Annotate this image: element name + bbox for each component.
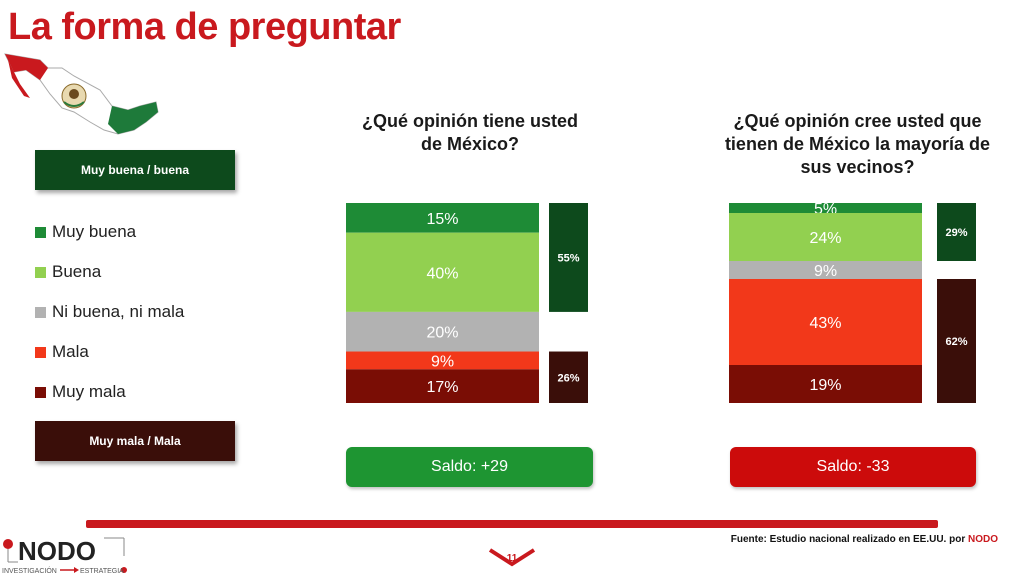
chart-title-neighbors: ¿Qué opinión cree usted que tienen de Mé… bbox=[724, 111, 991, 177]
legend-label: Muy buena bbox=[52, 222, 137, 241]
bar-segment-muy-mala bbox=[346, 369, 539, 403]
legend-label: Buena bbox=[52, 262, 102, 281]
legend-label: Ni buena, ni mala bbox=[52, 302, 185, 321]
legend-label: Mala bbox=[52, 342, 89, 361]
legend-swatch bbox=[35, 386, 46, 398]
positive-total-bar bbox=[937, 203, 976, 261]
positive-total-label: 29% bbox=[945, 227, 967, 239]
negative-total-label: 26% bbox=[557, 372, 579, 384]
saldo-self-badge: Saldo: +29 bbox=[346, 447, 593, 487]
legend-swatch bbox=[35, 226, 46, 238]
bar-data-label: 40% bbox=[426, 265, 458, 282]
positive-summary-box: Muy buena / buena bbox=[35, 150, 235, 190]
negative-total-label: 62% bbox=[945, 336, 967, 348]
negative-total-bar bbox=[549, 351, 588, 403]
page-title: La forma de preguntar bbox=[8, 6, 401, 48]
stacked-bar-charts: 15%40%20%9%17%55%26%5%24%9%43%19%29%62% bbox=[346, 201, 976, 403]
bar-data-label: 19% bbox=[809, 377, 841, 394]
footer-divider bbox=[86, 520, 938, 528]
legend-label: Muy mala bbox=[52, 382, 126, 401]
logo-name: NODO bbox=[18, 536, 96, 566]
bar-segment-ni-buena-ni-mala bbox=[729, 261, 922, 279]
bar-segment-muy-buena bbox=[346, 203, 539, 233]
bar-segment-muy-buena bbox=[729, 203, 922, 213]
legend-swatch bbox=[35, 266, 46, 278]
bar-segment-buena bbox=[729, 213, 922, 261]
positive-total-label: 55% bbox=[557, 252, 579, 264]
legend: Muy buena Buena Ni buena, ni mala Mala M… bbox=[35, 212, 184, 412]
saldo-neighbors-badge: Saldo: -33 bbox=[730, 447, 976, 487]
bar-segment-mala bbox=[346, 351, 539, 370]
legend-swatch bbox=[35, 346, 46, 358]
negative-total-bar bbox=[937, 279, 976, 403]
bar-segment-ni-buena-ni-mala bbox=[346, 311, 539, 352]
source-brand: NODO bbox=[968, 534, 998, 545]
page-number: 11 bbox=[488, 546, 536, 572]
page-number-label: 11 bbox=[506, 553, 518, 564]
chart-title-self: ¿Qué opinión tiene usted de México? bbox=[362, 111, 578, 154]
legend-item: Ni buena, ni mala bbox=[35, 292, 184, 332]
bar-segment-muy-mala bbox=[729, 365, 922, 403]
nodo-logo: NODO INVESTIGACIÓN ESTRATEGIA bbox=[0, 528, 130, 576]
logo-left-word: INVESTIGACIÓN bbox=[2, 566, 57, 575]
legend-item: Buena bbox=[35, 252, 184, 292]
legend-item: Mala bbox=[35, 332, 184, 372]
mexico-map-icon bbox=[4, 53, 159, 135]
nodo-logo-icon: NODO INVESTIGACIÓN ESTRATEGIA bbox=[2, 536, 127, 575]
bar-data-label: 24% bbox=[809, 230, 841, 247]
chevron-down-icon bbox=[488, 548, 536, 567]
bar-data-label: 9% bbox=[814, 263, 837, 280]
legend-item: Muy buena bbox=[35, 212, 184, 252]
bar-segment-buena bbox=[346, 232, 539, 312]
bar-segment-mala bbox=[729, 279, 922, 365]
legend-item: Muy mala bbox=[35, 372, 184, 412]
bar-data-label: 43% bbox=[809, 315, 841, 332]
positive-total-bar bbox=[549, 203, 588, 312]
legend-swatch bbox=[35, 306, 46, 318]
source-note: Fuente: Estudio nacional realizado en EE… bbox=[731, 534, 998, 545]
negative-summary-box: Muy mala / Mala bbox=[35, 421, 235, 461]
source-text: Fuente: Estudio nacional realizado en EE… bbox=[730, 534, 968, 545]
bar-data-label: 17% bbox=[426, 379, 458, 396]
bar-data-label: 9% bbox=[431, 353, 454, 370]
logo-right-word: ESTRATEGIA bbox=[80, 568, 124, 575]
bar-data-label: 20% bbox=[426, 325, 458, 342]
bar-data-label: 15% bbox=[426, 211, 458, 228]
